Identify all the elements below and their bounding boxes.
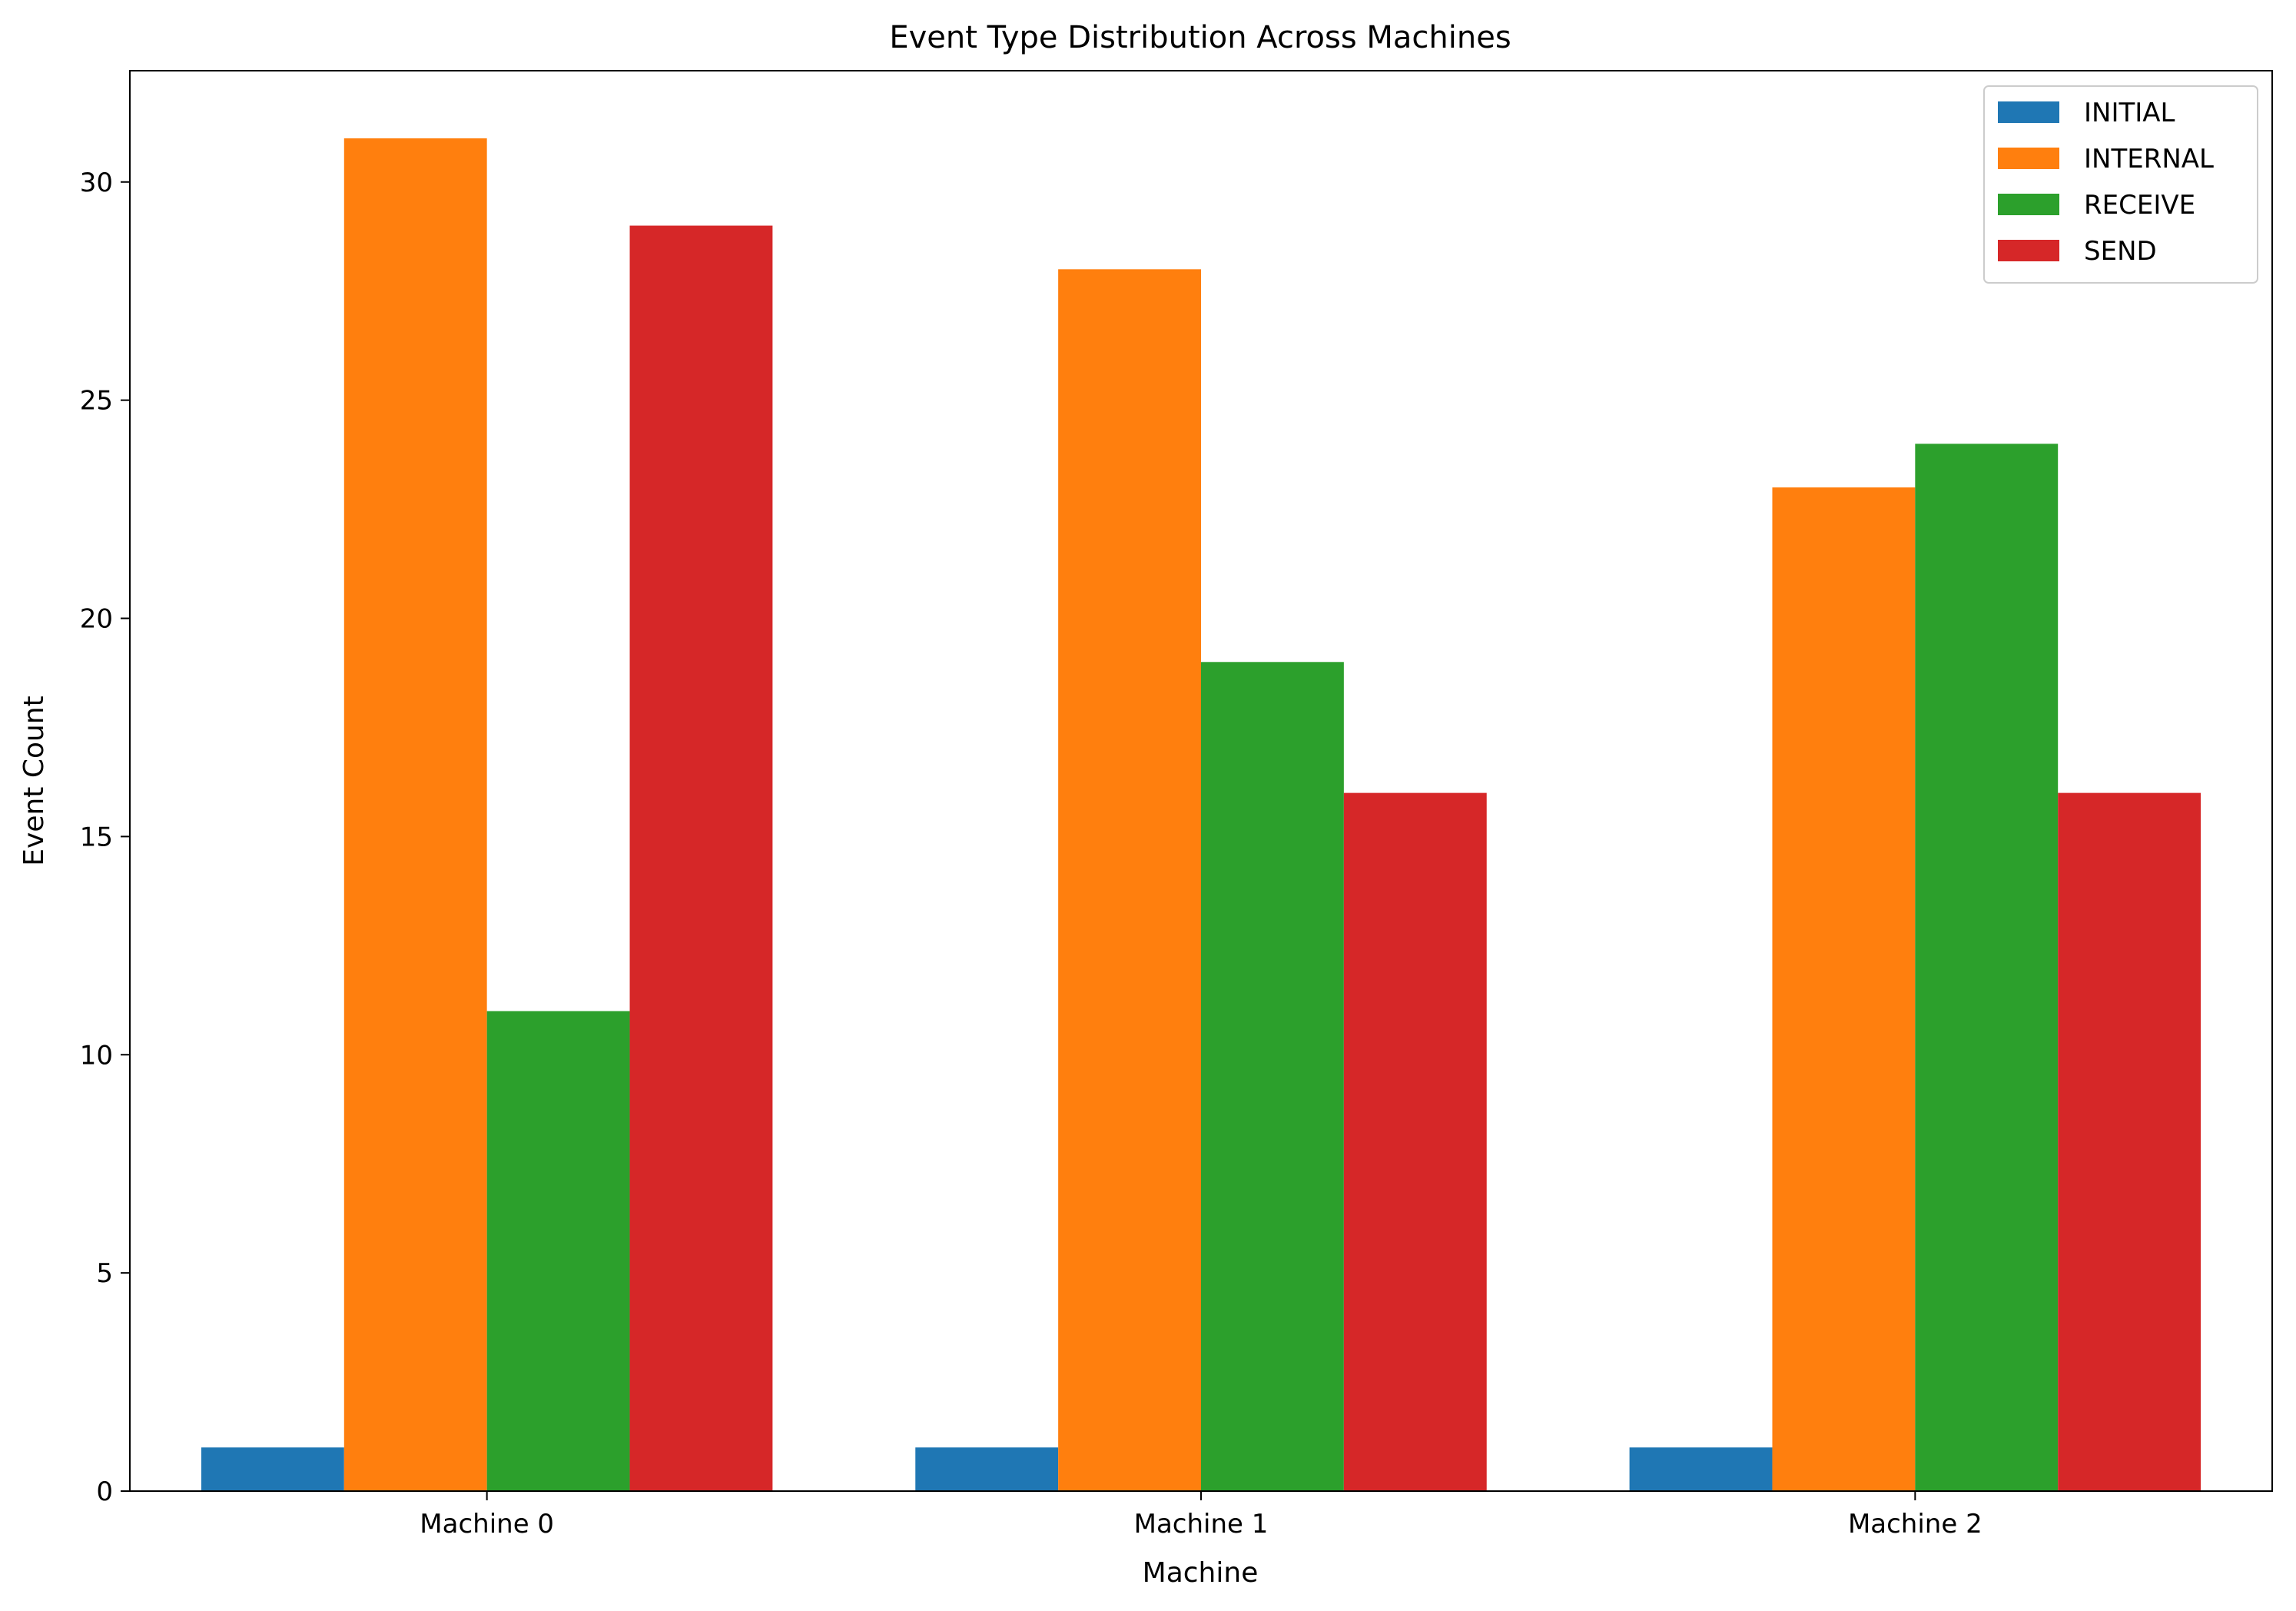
x-tick-label: Machine 1: [1134, 1509, 1269, 1540]
x-axis-label: Machine: [1143, 1557, 1259, 1589]
bar-send-machine-0: [629, 225, 773, 1492]
bar-internal-machine-1: [1058, 269, 1201, 1492]
bar-internal-machine-2: [1772, 487, 1916, 1491]
legend-swatch-receive: [1998, 194, 2059, 215]
bar-receive-machine-2: [1915, 443, 2059, 1491]
bar-initial-machine-0: [201, 1447, 344, 1491]
bar-initial-machine-1: [915, 1447, 1059, 1491]
x-tick-label: Machine 0: [420, 1509, 554, 1540]
legend-swatch-send: [1998, 240, 2059, 261]
y-tick-label: 20: [80, 604, 113, 635]
y-tick-label: 5: [96, 1258, 113, 1289]
bar-internal-machine-0: [343, 138, 487, 1491]
y-tick-label: 0: [96, 1476, 113, 1507]
legend-frame: [1983, 85, 2258, 284]
legend: INITIAL INTERNAL RECEIVE SEND: [1983, 85, 2258, 284]
y-axis: 0 5 10 15 20 25 30: [80, 168, 130, 1507]
bar-send-machine-2: [2058, 792, 2201, 1491]
bars-layer: [201, 138, 2201, 1492]
legend-label-send: SEND: [2084, 236, 2157, 267]
legend-swatch-internal: [1998, 148, 2059, 169]
legend-label-initial: INITIAL: [2084, 98, 2175, 128]
y-axis-label: Event Count: [18, 696, 50, 865]
x-axis: Machine 0 Machine 1 Machine 2: [420, 1491, 1982, 1540]
plot-frame: [129, 70, 2273, 1492]
legend-swatch-initial: [1998, 101, 2059, 123]
bar-receive-machine-0: [486, 1011, 630, 1491]
y-tick-label: 30: [80, 168, 113, 198]
bar-receive-machine-1: [1201, 662, 1344, 1492]
bar-initial-machine-2: [1629, 1447, 1773, 1491]
x-tick-label: Machine 2: [1848, 1509, 1982, 1540]
legend-label-internal: INTERNAL: [2084, 144, 2214, 174]
legend-label-receive: RECEIVE: [2084, 190, 2195, 221]
y-tick-label: 25: [80, 386, 113, 417]
y-tick-label: 10: [80, 1040, 113, 1071]
y-tick-label: 15: [80, 822, 113, 852]
chart-title: Event Type Distribution Across Machines: [889, 20, 1511, 55]
bar-send-machine-1: [1343, 792, 1487, 1491]
